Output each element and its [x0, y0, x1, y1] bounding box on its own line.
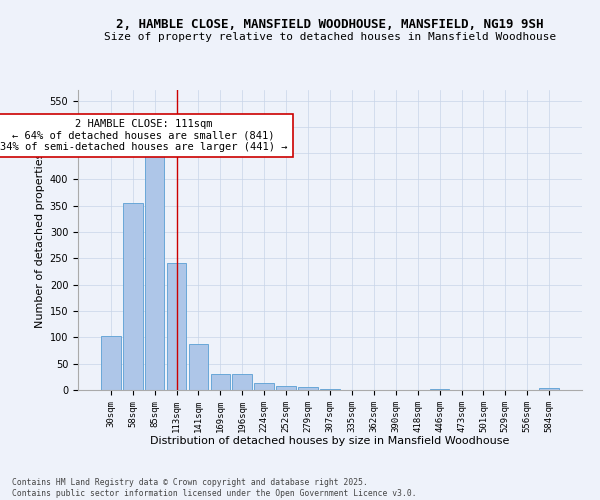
Bar [232, 374, 252, 390]
Bar [254, 383, 274, 390]
Bar [211, 374, 230, 390]
Text: Size of property relative to detached houses in Mansfield Woodhouse: Size of property relative to detached ho… [104, 32, 556, 42]
Bar [167, 262, 187, 390]
Text: Contains HM Land Registry data © Crown copyright and database right 2025.
Contai: Contains HM Land Registry data © Crown c… [12, 478, 416, 498]
Text: 2, HAMBLE CLOSE, MANSFIELD WOODHOUSE, MANSFIELD, NG19 9SH: 2, HAMBLE CLOSE, MANSFIELD WOODHOUSE, MA… [116, 18, 544, 30]
X-axis label: Distribution of detached houses by size in Mansfield Woodhouse: Distribution of detached houses by size … [151, 436, 509, 446]
Bar [188, 344, 208, 390]
Text: 2 HAMBLE CLOSE: 111sqm
← 64% of detached houses are smaller (841)
34% of semi-de: 2 HAMBLE CLOSE: 111sqm ← 64% of detached… [0, 119, 287, 152]
Bar [276, 386, 296, 390]
Bar [145, 150, 164, 390]
Bar [123, 203, 143, 390]
Bar [539, 388, 559, 390]
Bar [298, 387, 318, 390]
Y-axis label: Number of detached properties: Number of detached properties [35, 152, 46, 328]
Bar [101, 336, 121, 390]
Bar [320, 389, 340, 390]
